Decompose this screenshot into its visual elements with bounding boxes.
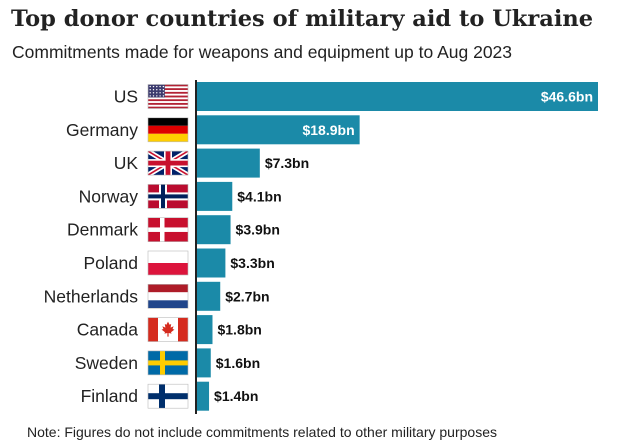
finland-flag-icon	[147, 383, 189, 409]
chart-subtitle: Commitments made for weapons and equipme…	[12, 42, 513, 62]
bar-germany	[197, 115, 360, 145]
norway-flag-icon	[147, 184, 189, 209]
category-label-us: US	[114, 87, 138, 107]
value-label-netherlands: $2.7bn	[225, 288, 269, 304]
category-label-norway: Norway	[79, 186, 139, 206]
value-label-germany: $18.9bn	[302, 122, 354, 138]
value-label-norway: $4.1bn	[237, 188, 281, 204]
uk-flag-icon	[147, 150, 189, 176]
bar-us	[197, 82, 598, 111]
category-label-canada: Canada	[77, 320, 139, 340]
netherlands-flag-icon	[147, 283, 189, 309]
bar-uk	[197, 148, 260, 178]
category-label-uk: UK	[114, 153, 139, 173]
denmark-flag-icon	[147, 217, 189, 242]
value-label-denmark: $3.9bn	[236, 222, 280, 238]
flags-group	[147, 84, 189, 409]
chart-title: Top donor countries of military aid to U…	[11, 6, 594, 32]
value-label-us: $46.6bn	[541, 89, 593, 105]
category-label-denmark: Denmark	[67, 220, 138, 240]
sweden-flag-icon	[147, 350, 189, 376]
bar-poland	[197, 248, 226, 278]
canada-flag-icon	[147, 317, 189, 342]
category-label-finland: Finland	[81, 386, 138, 406]
value-label-canada: $1.8bn	[217, 322, 261, 338]
value-label-poland: $3.3bn	[230, 255, 274, 271]
germany-flag-icon	[147, 117, 189, 143]
category-label-sweden: Sweden	[75, 353, 138, 373]
category-label-poland: Poland	[84, 253, 139, 273]
bars-group: US $46.6bn Germany $18.9bn UK $7.3bn Norway $4.…	[44, 82, 598, 411]
category-label-netherlands: Netherlands	[44, 286, 139, 306]
category-label-germany: Germany	[66, 120, 138, 140]
bar-finland	[197, 381, 210, 411]
poland-flag-icon	[147, 250, 189, 276]
bar-sweden	[197, 348, 211, 378]
value-label-sweden: $1.6bn	[216, 355, 260, 371]
bar-netherlands	[197, 281, 221, 311]
bar-canada	[197, 315, 213, 345]
bar-norway	[197, 181, 233, 211]
value-label-finland: $1.4bn	[214, 388, 258, 404]
footnote: Note: Figures do not include commitments…	[27, 424, 497, 440]
value-label-uk: $7.3bn	[265, 155, 309, 171]
bar-denmark	[197, 215, 231, 245]
us-flag-icon	[147, 84, 189, 109]
